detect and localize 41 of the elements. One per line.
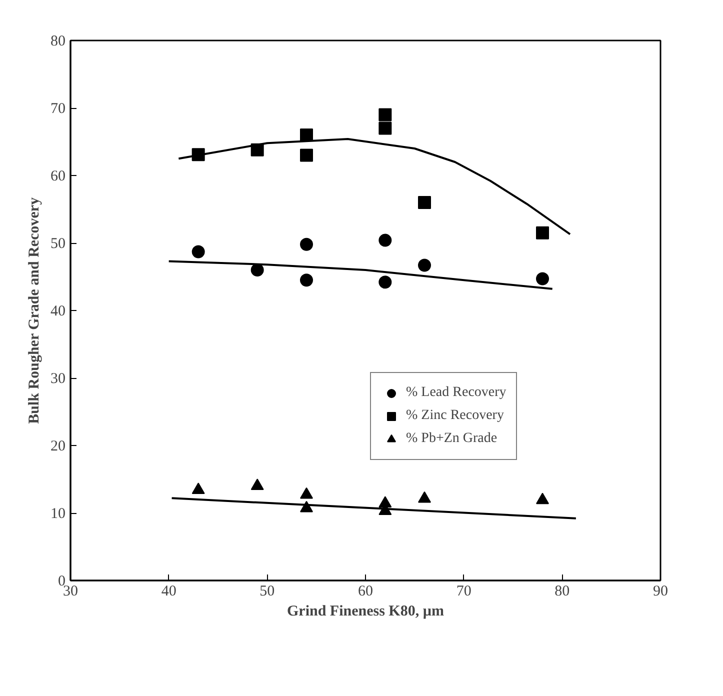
y-tick-label: 70 xyxy=(50,101,66,117)
x-axis-title: Grind Fineness K80, µm xyxy=(287,604,444,620)
point xyxy=(192,482,205,494)
legend-label: % Zinc Recovery xyxy=(406,408,504,424)
y-tick-label: 30 xyxy=(50,371,66,387)
point xyxy=(378,276,392,289)
x-tick-label: 30 xyxy=(63,584,78,600)
point xyxy=(378,122,392,135)
point xyxy=(300,274,313,287)
point xyxy=(192,245,205,258)
y-tick-label: 60 xyxy=(50,168,66,184)
point xyxy=(300,238,313,251)
y-axis-title: Bulk Rougher Grade and Recovery xyxy=(26,196,42,424)
point xyxy=(418,258,431,272)
point xyxy=(418,196,431,209)
x-tick-label: 60 xyxy=(358,584,373,600)
y-tick-label: 40 xyxy=(50,304,66,320)
y-tick-label: 10 xyxy=(50,506,66,522)
legend-label: % Pb+Zn Grade xyxy=(406,431,498,447)
point xyxy=(378,108,392,122)
point xyxy=(250,264,264,276)
x-tick-label: 70 xyxy=(456,584,472,600)
y-tick-label: 20 xyxy=(50,438,66,454)
point xyxy=(418,491,431,503)
y-tick-label: 0 xyxy=(58,574,66,590)
legend-label: % Lead Recovery xyxy=(406,385,506,401)
point xyxy=(300,148,313,162)
point xyxy=(378,234,392,247)
x-tick-label: 90 xyxy=(653,584,668,600)
point xyxy=(250,478,264,490)
y-tick-label: 50 xyxy=(50,236,66,252)
x-tick-label: 80 xyxy=(554,584,570,600)
point xyxy=(536,272,549,286)
y-tick-label: 80 xyxy=(50,34,66,50)
x-tick-label: 40 xyxy=(161,584,176,600)
point xyxy=(300,128,313,142)
x-tick-label: 50 xyxy=(260,584,275,600)
point xyxy=(536,492,549,504)
point xyxy=(536,226,549,240)
point xyxy=(300,487,313,499)
line-series xyxy=(168,260,554,290)
